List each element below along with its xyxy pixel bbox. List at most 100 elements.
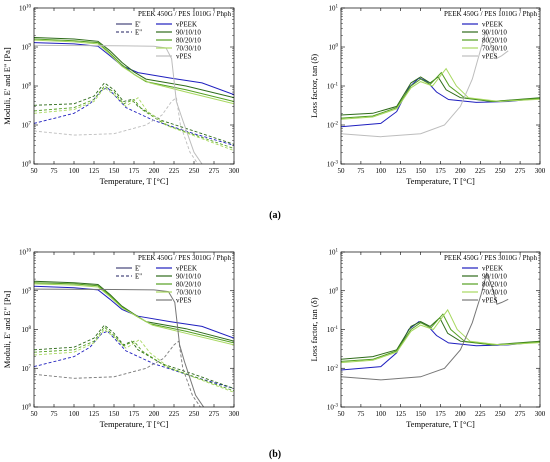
legend-label: 90/10/10 [176,273,201,281]
loss-factor-line [341,67,540,120]
legend-title: PEEK 450G / PES 1010G / Phph [138,10,231,18]
y-tick-label: 1010 [19,5,32,13]
x-tick-label: 125 [89,167,100,175]
x-tick-label: 150 [109,410,120,418]
legend-label: 70/30/10 [482,45,507,53]
loss-factor-line [341,71,540,119]
x-tick-label: 250 [495,167,506,175]
x-tick-label: 250 [189,167,200,175]
loss-modulus-line [34,87,234,152]
loss-factor-line [341,29,509,138]
y-tick-label: 10-2 [327,365,339,373]
legend-style-label: E' [135,21,141,29]
y-tick-label: 109 [22,287,32,295]
x-tick-label: 300 [535,410,546,418]
legend-label: vPES [176,297,192,305]
legend-label: 80/20/10 [482,281,507,289]
x-tick-label: 50 [31,167,39,175]
storage-modulus-line [34,288,205,407]
x-tick-label: 75 [51,167,59,175]
storage-modulus-line [34,38,234,102]
x-tick-label: 100 [69,167,80,175]
y-tick-label: 10-1 [327,326,339,334]
y-tick-label: 10-1 [327,83,339,91]
y-tick-label: 101 [329,5,339,13]
x-tick-label: 175 [129,410,140,418]
x-tick-label: 200 [149,167,160,175]
x-tick-label: 75 [357,167,365,175]
legend-style-label: E' [135,265,141,273]
loss-modulus-line [34,328,234,393]
x-tick-label: 200 [455,410,466,418]
x-tick-label: 200 [149,410,160,418]
legend-label: vPEEK [482,21,503,29]
legend-style-label: E" [135,29,142,37]
legend-label: vPEEK [482,265,503,273]
y-tick-label: 100 [329,44,339,52]
x-tick-label: 50 [338,167,346,175]
y-tick-label: 108 [22,326,32,334]
storage-modulus-line [34,44,203,164]
legend-title: PEEK 450G / PES 1010G / Phph [444,10,537,18]
x-tick-label: 125 [395,410,406,418]
y-tick-label: 101 [329,249,339,257]
x-tick-label: 50 [338,410,346,418]
x-tick-label: 175 [435,410,446,418]
x-tick-label: 225 [169,167,180,175]
y-tick-label: 108 [22,83,32,91]
plot-area [34,280,234,407]
x-tick-label: 225 [169,410,180,418]
legend-label: vPES [482,53,498,61]
plot-area [341,29,540,138]
storage-modulus-line [34,280,234,342]
x-tick-label: 175 [129,167,140,175]
y-axis-title: Loss factor, tan (δ) [309,54,319,118]
legend-title: PEEK 450G / PES 3010G / Phph [444,254,537,262]
x-tick-label: 300 [229,167,240,175]
storage-modulus-line [34,42,234,96]
legend-label: vPEEK [176,265,197,273]
loss-factor-chart-a: 50 75 100 125 150 175 200 225 250 275 300 10-3 10-2 1… [309,5,546,187]
x-tick-label: 250 [495,410,506,418]
y-axis-title: Moduli, E' and E" [Pa] [2,291,12,369]
y-tick-label: 10-3 [327,161,339,169]
loss-modulus-line [34,340,201,407]
loss-modulus-line [34,330,234,389]
panel-label-a: (a) [269,210,281,221]
x-tick-label: 75 [51,410,59,418]
plot-area [341,271,540,381]
x-tick-label: 100 [376,167,387,175]
x-tick-label: 75 [357,410,365,418]
loss-factor-chart-b: 50 75 100 125 150 175 200 225 250 275 300 10-3 10-2 1… [309,249,546,430]
storage-modulus-line [34,285,234,339]
y-tick-label: 10-3 [327,404,339,412]
x-tick-label: 300 [229,410,240,418]
legend-label: vPES [482,297,498,305]
loss-factor-line [341,308,540,364]
loss-modulus-line [34,85,234,149]
y-tick-label: 10-2 [327,122,339,130]
storage-modulus-line [34,282,234,344]
y-tick-label: 106 [22,161,32,169]
legend-title: PEEK 450G / PES 3010G / Phph [138,254,231,262]
plot-frame [340,251,541,408]
plot-frame [33,7,235,165]
legend-label: 70/30/10 [176,45,201,53]
loss-factor-line [341,313,540,362]
legend-label: 90/10/10 [482,273,507,281]
x-tick-label: 175 [435,167,446,175]
plot-area [34,37,234,164]
legend-label: 80/20/10 [176,281,201,289]
loss-modulus-line [34,96,199,164]
legend-style-label: E" [135,273,142,281]
x-tick-label: 275 [515,410,526,418]
y-tick-label: 107 [22,122,32,130]
loss-factor-line [341,321,540,371]
plot-frame [33,251,235,408]
x-tick-label: 250 [189,410,200,418]
x-tick-label: 150 [415,167,426,175]
x-tick-label: 300 [535,167,546,175]
loss-factor-line [341,76,540,116]
y-axis-title: Loss factor, tan (δ) [309,297,319,361]
moduli-chart-b: 50 75 100 125 150 175 200 225 250 275 300 106 107 108… [2,249,240,430]
